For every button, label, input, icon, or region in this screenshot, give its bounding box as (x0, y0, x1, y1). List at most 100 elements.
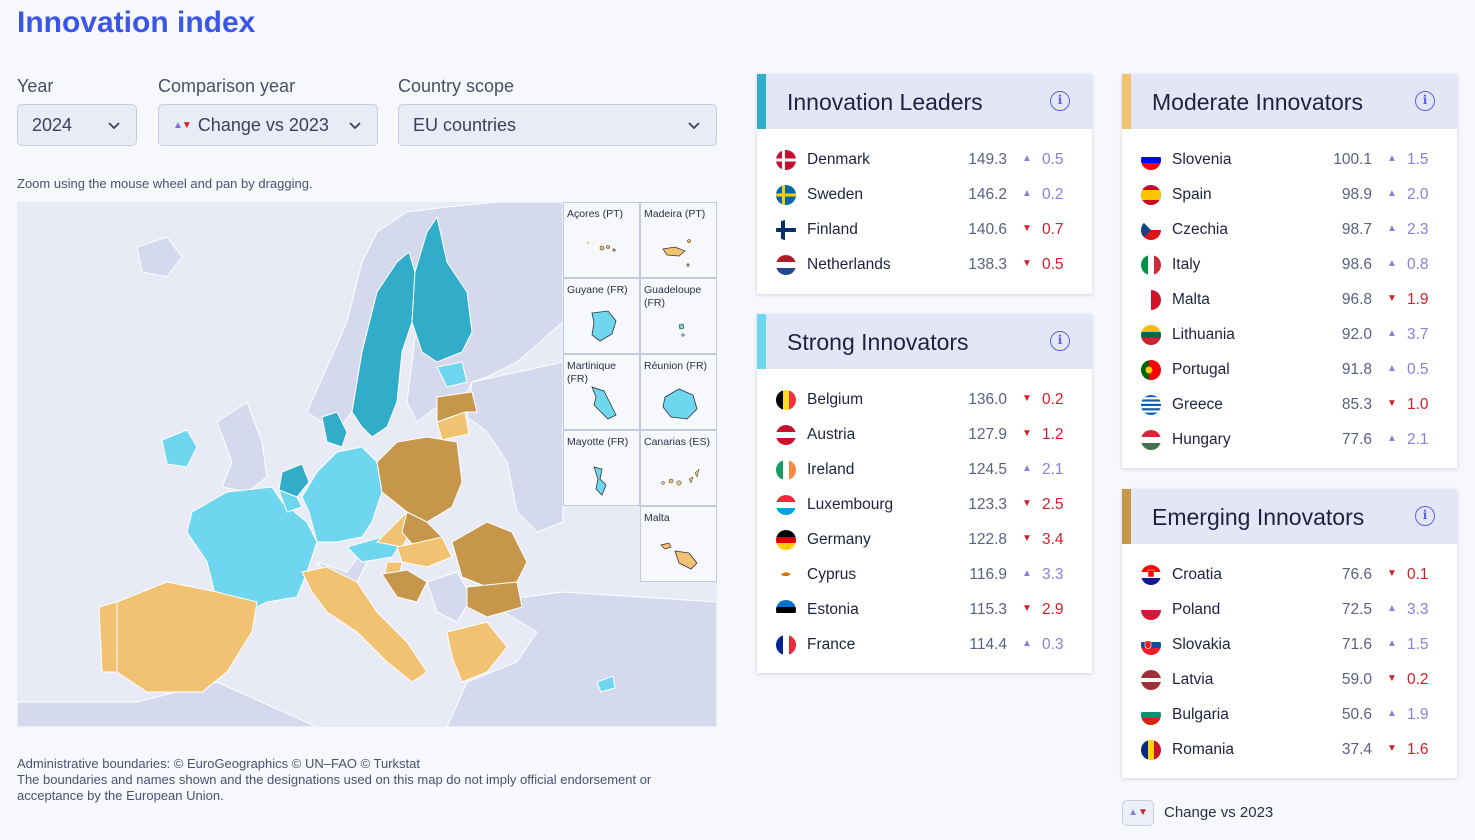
inset-guyane[interactable]: Guyane (FR) (563, 278, 640, 354)
north-africa-shape[interactable] (17, 681, 318, 727)
info-icon[interactable]: i (1050, 91, 1070, 111)
great-britain-shape[interactable] (216, 401, 268, 493)
inset-madeira[interactable]: Madeira (PT) (640, 202, 717, 278)
country-row-austria[interactable]: Austria 127.9 ▼ 1.2 (757, 416, 1092, 451)
scope-select[interactable]: EU countries (398, 104, 717, 146)
country-row-estonia[interactable]: Estonia 115.3 ▼ 2.9 (757, 591, 1092, 626)
slovakia-flag-icon (1141, 635, 1161, 655)
germany-flag-icon (776, 530, 796, 550)
country-row-netherlands[interactable]: Netherlands 138.3 ▼ 0.5 (757, 246, 1092, 281)
year-select[interactable]: 2024 (17, 104, 137, 146)
footnote-boundaries: Administrative boundaries: © EuroGeograp… (17, 756, 421, 771)
portugal-flag-icon (1141, 360, 1161, 380)
romania-shape[interactable] (451, 521, 528, 588)
ireland-shape[interactable] (161, 429, 198, 468)
country-score: 92.0 (1341, 326, 1372, 343)
iceland-shape[interactable] (136, 236, 183, 278)
czechia-flag-icon (1141, 220, 1161, 240)
info-icon[interactable]: i (1415, 506, 1435, 526)
info-icon[interactable]: i (1415, 91, 1435, 111)
inset-guadeloupe[interactable]: Guadeloupe (FR) (640, 278, 717, 354)
slovakia-shape[interactable] (401, 511, 443, 545)
country-row-croatia[interactable]: Croatia 76.6 ▼ 0.1 (1122, 556, 1457, 591)
arrow-down-icon: ▼ (1387, 673, 1397, 684)
country-row-hungary[interactable]: Hungary 77.6 ▲ 2.1 (1122, 421, 1457, 456)
country-row-france[interactable]: France 114.4 ▲ 0.3 (757, 626, 1092, 661)
scope-value: EU countries (413, 114, 517, 135)
arrow-down-icon: ▼ (1387, 568, 1397, 579)
country-row-spain[interactable]: Spain 98.9 ▲ 2.0 (1122, 176, 1457, 211)
estonia-shape[interactable] (436, 361, 468, 388)
belgium-shape[interactable] (278, 489, 303, 513)
inset-martinique[interactable]: Martinique (FR) (563, 354, 640, 430)
country-row-belgium[interactable]: Belgium 136.0 ▼ 0.2 (757, 381, 1092, 416)
country-name: Netherlands (807, 256, 891, 273)
martinique-shape (591, 386, 617, 420)
country-change: 0.2 (1042, 391, 1064, 408)
inset-mayotte[interactable]: Mayotte (FR) (563, 430, 640, 506)
inset-canarias[interactable]: Canarias (ES) (640, 430, 717, 506)
country-row-greece[interactable]: Greece 85.3 ▼ 1.0 (1122, 386, 1457, 421)
balkans-shape[interactable] (426, 571, 473, 623)
spain-shape[interactable] (116, 581, 258, 693)
country-change: 3.7 (1407, 326, 1429, 343)
country-row-cyprus[interactable]: Cyprus 116.9 ▲ 3.3 (757, 556, 1092, 591)
arrow-down-icon: ▼ (1022, 428, 1032, 439)
inset-malta[interactable]: Malta (640, 506, 717, 582)
page-title: Innovation index (17, 6, 256, 39)
country-change: 2.9 (1042, 601, 1064, 618)
country-row-romania[interactable]: Romania 37.4 ▼ 1.6 (1122, 731, 1457, 766)
country-score: 114.4 (969, 636, 1007, 653)
greece-shape[interactable] (446, 621, 508, 683)
europe-map[interactable]: Açores (PT) Madeira (PT) Guyane (FR) Gua… (17, 202, 717, 727)
country-name: Poland (1172, 601, 1221, 618)
country-row-germany[interactable]: Germany 122.8 ▼ 3.4 (757, 521, 1092, 556)
finland-shape[interactable] (411, 215, 473, 363)
country-change: 0.5 (1407, 361, 1429, 378)
country-row-italy[interactable]: Italy 98.6 ▲ 0.8 (1122, 246, 1457, 281)
country-row-sweden[interactable]: Sweden 146.2 ▲ 0.2 (757, 176, 1092, 211)
bulgaria-shape[interactable] (466, 581, 523, 618)
portugal-shape[interactable] (98, 601, 118, 673)
country-row-malta[interactable]: Malta 96.8 ▼ 1.9 (1122, 281, 1457, 316)
country-score: 98.9 (1341, 186, 1372, 203)
country-row-denmark[interactable]: Denmark 149.3 ▲ 0.5 (757, 141, 1092, 176)
country-row-lithuania[interactable]: Lithuania 92.0 ▲ 3.7 (1122, 316, 1457, 351)
country-row-czechia[interactable]: Czechia 98.7 ▲ 2.3 (1122, 211, 1457, 246)
arrow-down-icon: ▼ (1387, 743, 1397, 754)
cyprus-shape[interactable] (596, 675, 616, 693)
country-change: 0.2 (1042, 186, 1064, 203)
country-row-bulgaria[interactable]: Bulgaria 50.6 ▲ 1.9 (1122, 696, 1457, 731)
sweden-shape[interactable] (351, 251, 416, 438)
country-row-slovenia[interactable]: Slovenia 100.1 ▲ 1.5 (1122, 141, 1457, 176)
country-row-finland[interactable]: Finland 140.6 ▼ 0.7 (757, 211, 1092, 246)
panel-title: Emerging Innovators (1152, 504, 1365, 530)
malta-inset-shape (660, 542, 698, 570)
germany-shape[interactable] (301, 446, 383, 543)
inset-acores[interactable]: Açores (PT) (563, 202, 640, 278)
france-shape[interactable] (186, 486, 318, 613)
info-icon[interactable]: i (1050, 331, 1070, 351)
country-row-poland[interactable]: Poland 72.5 ▲ 3.3 (1122, 591, 1457, 626)
inset-reunion[interactable]: Réunion (FR) (640, 354, 717, 430)
country-row-portugal[interactable]: Portugal 91.8 ▲ 0.5 (1122, 351, 1457, 386)
comparison-label: Comparison year (158, 76, 296, 96)
turkey-shape[interactable] (446, 591, 717, 727)
slovenia-flag-icon (1141, 150, 1161, 170)
croatia-shape[interactable] (381, 569, 428, 603)
arrow-up-icon: ▲ (1387, 188, 1397, 199)
guyane-shape (591, 310, 617, 342)
arrow-down-icon: ▼ (1387, 293, 1397, 304)
zoom-hint: Zoom using the mouse wheel and pan by dr… (17, 176, 313, 191)
netherlands-shape[interactable] (278, 463, 310, 498)
country-row-ireland[interactable]: Ireland 124.5 ▲ 2.1 (757, 451, 1092, 486)
denmark-shape[interactable] (321, 411, 348, 448)
latvia-shape[interactable] (436, 391, 478, 423)
poland-shape[interactable] (376, 436, 463, 523)
country-name: Germany (807, 531, 871, 548)
italy-shape[interactable] (301, 566, 428, 683)
country-row-slovakia[interactable]: Slovakia 71.6 ▲ 1.5 (1122, 626, 1457, 661)
country-row-luxembourg[interactable]: Luxembourg 123.3 ▼ 2.5 (757, 486, 1092, 521)
country-row-latvia[interactable]: Latvia 59.0 ▼ 0.2 (1122, 661, 1457, 696)
comparison-select[interactable]: ▲▼ Change vs 2023 (158, 104, 378, 146)
